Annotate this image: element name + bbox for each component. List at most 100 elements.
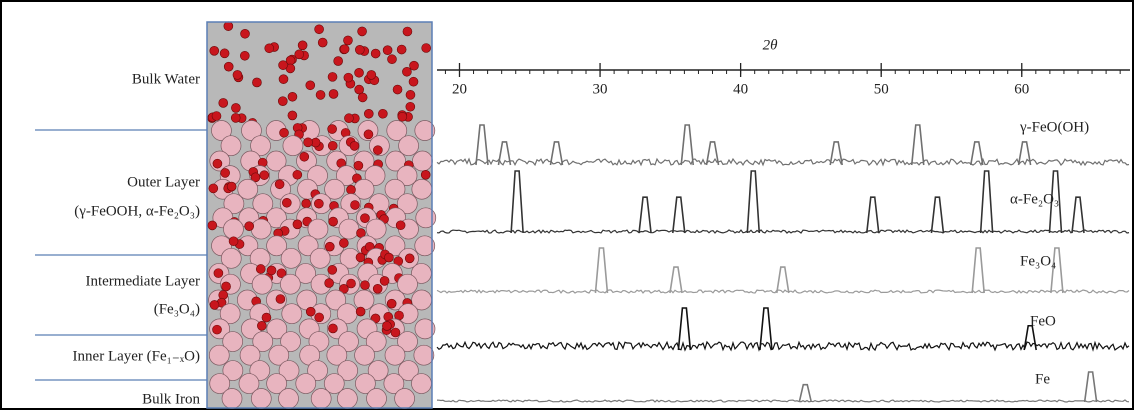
peak	[829, 141, 844, 166]
peak	[759, 307, 773, 351]
fe-atom	[220, 247, 242, 269]
water-o	[396, 44, 407, 55]
fe-atom	[295, 373, 317, 394]
pattern-label: Fe₃O₄	[1020, 253, 1056, 269]
water-o	[357, 26, 367, 37]
fe-atom	[394, 388, 415, 409]
water-o	[357, 92, 368, 103]
o-atom	[327, 140, 338, 151]
water-o	[408, 76, 419, 87]
o-atom	[275, 294, 286, 304]
o-atom	[257, 321, 267, 331]
layer-label: Outer Layer	[127, 174, 200, 190]
o-atom	[346, 184, 356, 195]
o-atom	[208, 183, 219, 194]
water-o	[278, 96, 288, 107]
fe-atom	[396, 165, 418, 186]
fe-atom	[383, 373, 405, 394]
fe-atom	[384, 235, 406, 257]
fe-atom	[323, 373, 345, 394]
water-o	[223, 21, 234, 31]
fe-atom	[295, 263, 316, 284]
peak	[1048, 170, 1063, 234]
water-o	[317, 37, 328, 48]
water-o	[240, 50, 250, 61]
water-o	[339, 44, 350, 54]
water-o	[287, 91, 298, 102]
o-atom	[379, 276, 390, 286]
o-atom	[390, 327, 401, 338]
fe-atom	[307, 360, 328, 381]
pattern-label: α-Fe₂O₃	[1010, 191, 1059, 207]
water-o	[392, 84, 403, 95]
water-o	[405, 101, 416, 112]
fe-atom	[251, 273, 273, 295]
fe-atom	[220, 135, 242, 157]
o-atom	[355, 306, 366, 317]
water-o	[294, 49, 305, 60]
peak	[979, 170, 994, 234]
water-o	[402, 66, 412, 77]
pattern-baseline	[436, 157, 1130, 167]
o-atom	[328, 323, 338, 334]
water-o	[354, 67, 364, 78]
o-atom	[276, 268, 287, 279]
o-atom	[207, 220, 218, 231]
water-o	[354, 84, 364, 95]
fe-atom	[398, 360, 419, 381]
fe-atom	[280, 247, 302, 269]
o-atom	[261, 312, 272, 323]
peak	[746, 170, 761, 234]
o-atom	[250, 172, 261, 183]
o-atom	[360, 280, 370, 291]
o-atom	[228, 236, 239, 247]
o-atom	[360, 213, 370, 223]
water-o	[219, 48, 230, 59]
o-atom	[212, 158, 223, 169]
peak	[1017, 141, 1032, 166]
fe-atom	[324, 178, 345, 200]
fe-atom	[397, 273, 418, 295]
water-o	[315, 90, 326, 100]
fe-atom	[239, 344, 261, 366]
o-atom	[314, 312, 324, 323]
fe-atom	[338, 218, 360, 240]
peak	[1050, 247, 1064, 294]
water-o	[378, 108, 388, 119]
o-atom	[279, 127, 289, 138]
o-atom	[212, 324, 222, 335]
fe-atom	[266, 318, 288, 340]
peak	[497, 141, 512, 166]
fe-atom	[221, 388, 243, 409]
o-atom	[328, 216, 338, 227]
o-atom	[255, 264, 266, 274]
o-atom	[303, 137, 313, 148]
fe-atom	[223, 218, 244, 240]
fe-atom	[397, 331, 418, 352]
x-tick-label: 40	[733, 81, 748, 97]
o-atom	[299, 151, 310, 162]
pattern-baseline	[436, 289, 1130, 294]
pattern-baseline	[436, 340, 1130, 352]
fe-atom	[365, 218, 387, 240]
o-atom	[324, 278, 334, 288]
layer-label: Bulk Iron	[142, 391, 200, 407]
water-o	[344, 113, 354, 124]
fe-atom	[354, 344, 375, 366]
peak	[510, 170, 524, 234]
fe-atom	[237, 178, 259, 200]
o-atom	[386, 298, 397, 309]
water-o	[211, 111, 222, 121]
fe-atom	[266, 373, 287, 394]
fe-atom	[384, 178, 406, 200]
water-o	[421, 43, 431, 53]
o-atom	[213, 268, 224, 278]
fe-atom	[325, 289, 347, 311]
water-o	[278, 60, 288, 70]
pattern-baseline	[436, 229, 1130, 234]
peak	[930, 196, 945, 234]
o-atom	[372, 283, 383, 294]
pattern-label: FeO	[1030, 313, 1056, 329]
peak	[680, 124, 695, 166]
o-atom	[327, 265, 338, 275]
